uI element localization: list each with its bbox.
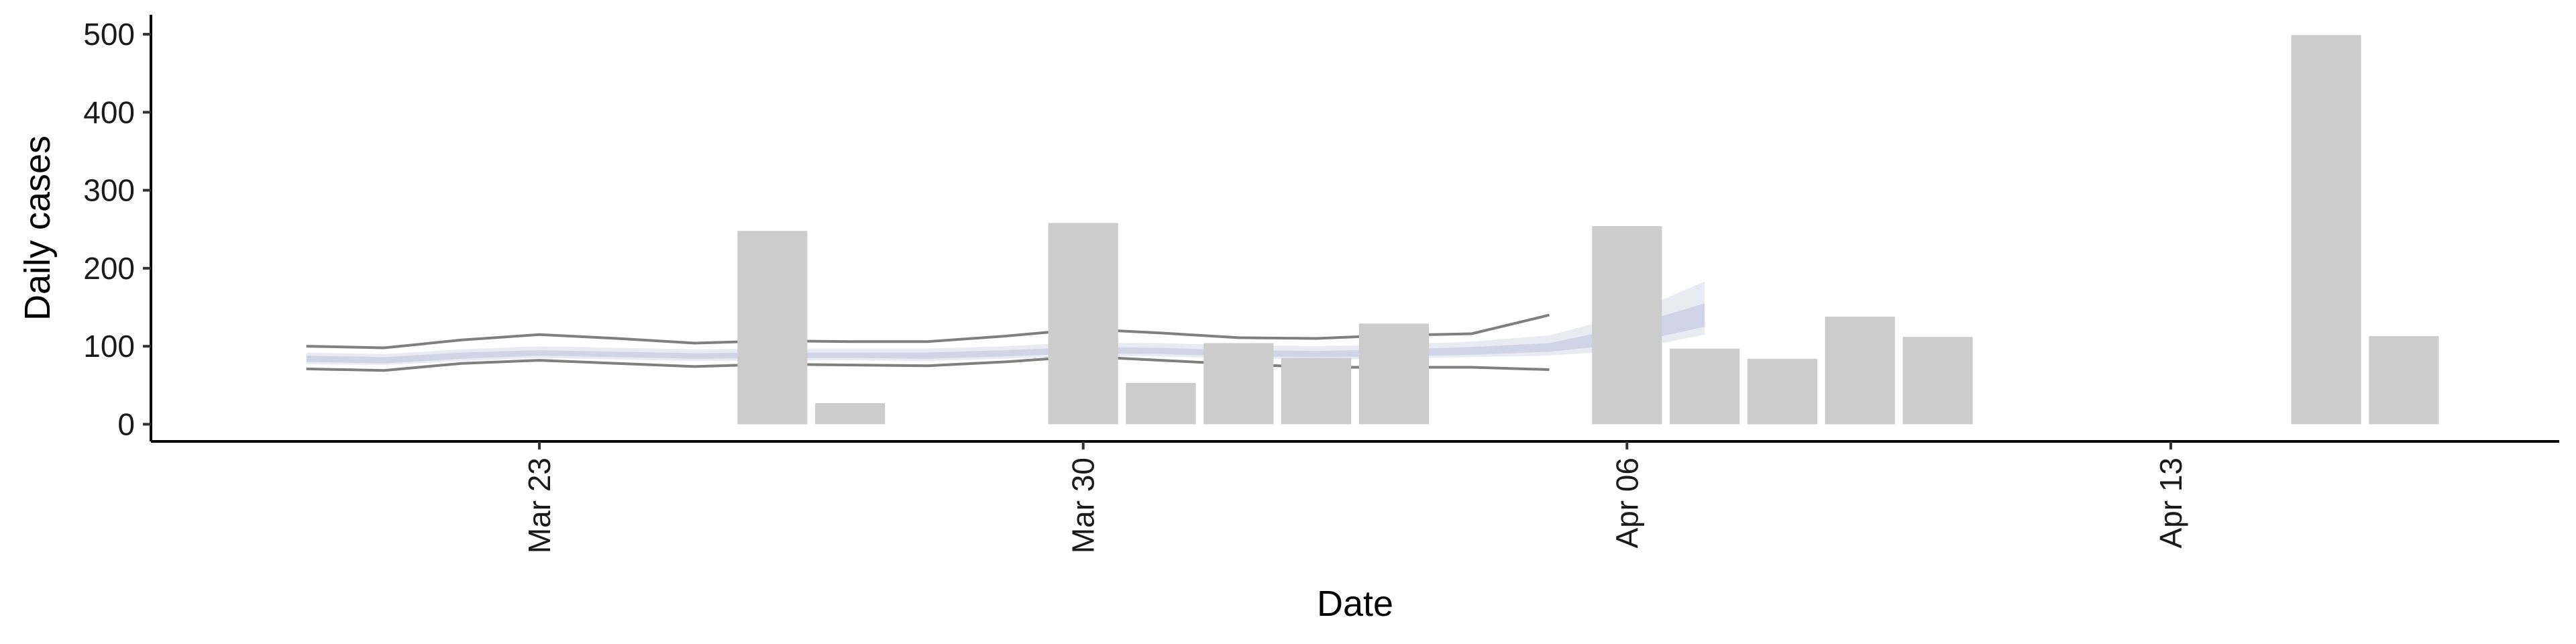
y-tick-label: 200 bbox=[83, 251, 135, 286]
y-tick-label: 0 bbox=[117, 407, 135, 441]
bar-2020-04-16 bbox=[2369, 336, 2439, 425]
x-tick-label: Apr 06 bbox=[1609, 458, 1644, 549]
bar-2020-04-10 bbox=[1902, 337, 1973, 425]
x-ticks-layer: Mar 23 Mar 30 Apr 06 Apr 13 bbox=[522, 441, 2188, 553]
x-tick-label: Mar 23 bbox=[522, 458, 557, 553]
estimate-ribbon-layer bbox=[306, 281, 1705, 366]
bar-2020-04-06 bbox=[1592, 226, 1662, 425]
bar-2020-04-03 bbox=[1358, 323, 1429, 425]
x-axis-title: Date bbox=[1317, 584, 1393, 624]
bar-2020-03-26 bbox=[737, 231, 808, 425]
bar-2020-04-07 bbox=[1670, 348, 1740, 425]
bar-2020-04-01 bbox=[1203, 343, 1274, 425]
bar-2020-04-08 bbox=[1747, 358, 1817, 425]
x-tick-label: Mar 30 bbox=[1066, 458, 1101, 553]
ribbon-inner-band bbox=[306, 303, 1705, 364]
y-tick-label: 100 bbox=[83, 329, 135, 364]
interval-line-upper bbox=[306, 313, 1550, 350]
x-tick-label: Apr 13 bbox=[2153, 458, 2188, 549]
bar-2020-03-30 bbox=[1048, 223, 1118, 425]
y-axis-title: Daily cases bbox=[17, 136, 58, 321]
bar-2020-04-15 bbox=[2291, 35, 2361, 425]
axes-layer bbox=[150, 15, 2559, 443]
y-ticks-layer: 0 100 200 300 400 500 bbox=[83, 17, 151, 441]
y-tick-label: 300 bbox=[83, 173, 135, 208]
y-tick-label: 400 bbox=[83, 95, 135, 129]
y-tick-label: 500 bbox=[83, 17, 135, 52]
bar-2020-04-02 bbox=[1281, 358, 1352, 425]
bars-layer bbox=[737, 35, 2439, 425]
bar-2020-03-27 bbox=[815, 403, 885, 425]
bar-2020-03-31 bbox=[1126, 382, 1196, 425]
bar-2020-04-09 bbox=[1825, 317, 1895, 425]
